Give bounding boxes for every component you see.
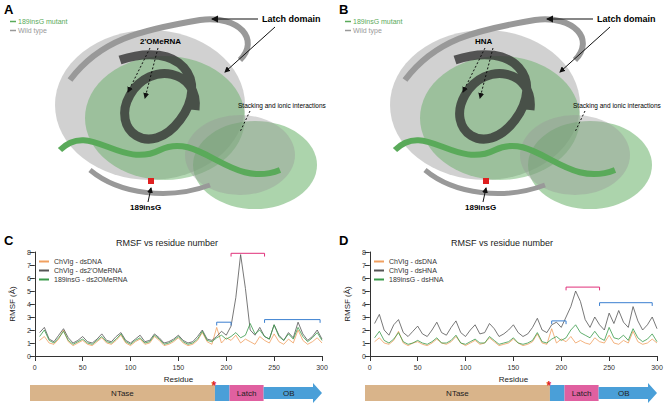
svg-text:8: 8 (27, 249, 31, 256)
svg-text:ChVIg - dsDNA: ChVIg - dsDNA (54, 258, 102, 266)
svg-text:7: 7 (362, 262, 366, 269)
svg-text:0: 0 (27, 353, 31, 360)
svg-text:RMSF vs residue number: RMSF vs residue number (116, 238, 218, 248)
svg-text:ChVIg - ds2'OMeRNA: ChVIg - ds2'OMeRNA (54, 267, 123, 275)
svg-text:250: 250 (268, 364, 280, 371)
svg-text:Residue: Residue (499, 375, 529, 384)
svg-text:Stacking and ionic interaction: Stacking and ionic interactions (238, 102, 327, 110)
svg-text:Latch: Latch (572, 389, 592, 398)
svg-text:NTase: NTase (111, 389, 134, 398)
svg-text:6: 6 (362, 275, 366, 282)
svg-text:*: * (547, 379, 552, 393)
svg-text:300: 300 (651, 364, 663, 371)
svg-text:1: 1 (362, 340, 366, 347)
svg-text:Residue: Residue (164, 375, 194, 384)
svg-text:200: 200 (555, 364, 567, 371)
svg-text:2: 2 (362, 327, 366, 334)
svg-text:B: B (339, 2, 348, 17)
svg-text:RMSF (Å): RMSF (Å) (8, 286, 17, 322)
svg-text:300: 300 (316, 364, 328, 371)
svg-text:5: 5 (362, 288, 366, 295)
svg-text:100: 100 (125, 364, 137, 371)
svg-text:50: 50 (79, 364, 87, 371)
svg-text:5: 5 (27, 288, 31, 295)
svg-text:1: 1 (27, 340, 31, 347)
svg-text:0: 0 (33, 364, 37, 371)
svg-text:150: 150 (508, 364, 520, 371)
svg-text:RMSF vs residue number: RMSF vs residue number (451, 238, 553, 248)
svg-text:NTase: NTase (446, 389, 469, 398)
svg-text:50: 50 (414, 364, 422, 371)
svg-text:4: 4 (362, 301, 366, 308)
svg-text:Wild type: Wild type (353, 27, 382, 35)
svg-text:ChVIg - dsHNA: ChVIg - dsHNA (389, 267, 437, 275)
svg-text:Latch: Latch (237, 389, 257, 398)
svg-text:RMSF (Å): RMSF (Å) (343, 286, 352, 322)
svg-text:2: 2 (27, 327, 31, 334)
svg-text:D: D (339, 233, 348, 248)
svg-text:OB: OB (618, 389, 630, 398)
svg-text:HNA: HNA (475, 37, 493, 46)
svg-text:ChVIg - dsDNA: ChVIg - dsDNA (389, 258, 437, 266)
svg-text:150: 150 (173, 364, 185, 371)
svg-text:C: C (4, 233, 14, 248)
svg-text:100: 100 (460, 364, 472, 371)
svg-text:200: 200 (220, 364, 232, 371)
svg-text:Latch domain: Latch domain (262, 14, 321, 24)
svg-text:189insG: 189insG (130, 203, 161, 212)
svg-text:189insG: 189insG (465, 203, 496, 212)
svg-text:3: 3 (362, 314, 366, 321)
svg-text:189insG mutant: 189insG mutant (18, 18, 67, 25)
svg-text:7: 7 (27, 262, 31, 269)
svg-text:A: A (4, 2, 14, 17)
svg-text:Latch domain: Latch domain (597, 14, 656, 24)
svg-text:189insG - dsHNA: 189insG - dsHNA (389, 276, 444, 283)
svg-text:OB: OB (283, 389, 295, 398)
svg-text:0: 0 (362, 353, 366, 360)
svg-text:189insG - ds2OMeRNA: 189insG - ds2OMeRNA (54, 276, 128, 283)
svg-text:2'OMeRNA: 2'OMeRNA (140, 37, 181, 46)
svg-text:3: 3 (27, 314, 31, 321)
svg-text:250: 250 (603, 364, 615, 371)
svg-text:Stacking and ionic interaction: Stacking and ionic interactions (573, 102, 662, 110)
svg-text:6: 6 (27, 275, 31, 282)
svg-text:Wild type: Wild type (18, 27, 47, 35)
svg-text:0: 0 (368, 364, 372, 371)
svg-text:189insG mutant: 189insG mutant (353, 18, 402, 25)
svg-text:*: * (212, 379, 217, 393)
svg-text:8: 8 (362, 249, 366, 256)
svg-text:4: 4 (27, 301, 31, 308)
